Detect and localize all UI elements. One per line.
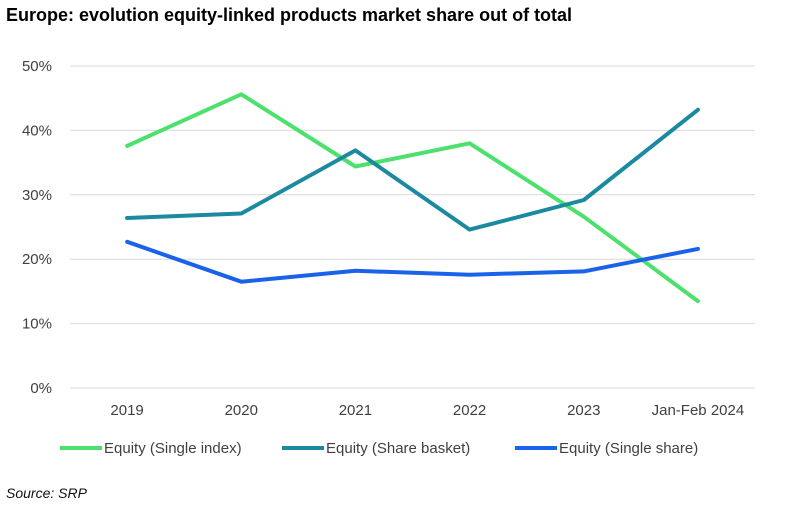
y-axis-ticks: 0% 10% 20% 30% 40% 50%: [22, 58, 52, 397]
chart-title: Europe: evolution equity-linked products…: [6, 5, 573, 25]
x-tick-label: 2020: [225, 402, 258, 419]
y-tick-label: 30%: [22, 187, 52, 204]
x-tick-label: 2021: [339, 402, 372, 419]
legend-label-2: Equity (Share basket): [326, 440, 470, 457]
series-line-2: [125, 107, 700, 232]
series-lines: [125, 92, 700, 304]
series-line-3: [125, 239, 700, 284]
y-tick-label: 50%: [22, 58, 52, 75]
x-tick-label: 2022: [453, 402, 486, 419]
y-tick-label: 0%: [30, 380, 52, 397]
x-tick-label: 2023: [567, 402, 600, 419]
x-tick-label: Jan-Feb 2024: [652, 402, 745, 419]
y-tick-label: 20%: [22, 251, 52, 268]
x-tick-label: 2019: [110, 402, 143, 419]
legend: Equity (Single index) Equity (Share baske…: [60, 440, 698, 457]
y-tick-label: 10%: [22, 316, 52, 333]
grid-lines: [70, 65, 755, 389]
y-tick-label: 40%: [22, 122, 52, 139]
source-note: Source: SRP: [6, 485, 87, 501]
series-line-1: [125, 92, 700, 304]
legend-label-1: Equity (Single index): [104, 440, 242, 457]
x-axis-ticks: 2019 2020 2021 2022 2023 Jan-Feb 2024: [110, 402, 744, 419]
legend-label-3: Equity (Single share): [559, 440, 698, 457]
